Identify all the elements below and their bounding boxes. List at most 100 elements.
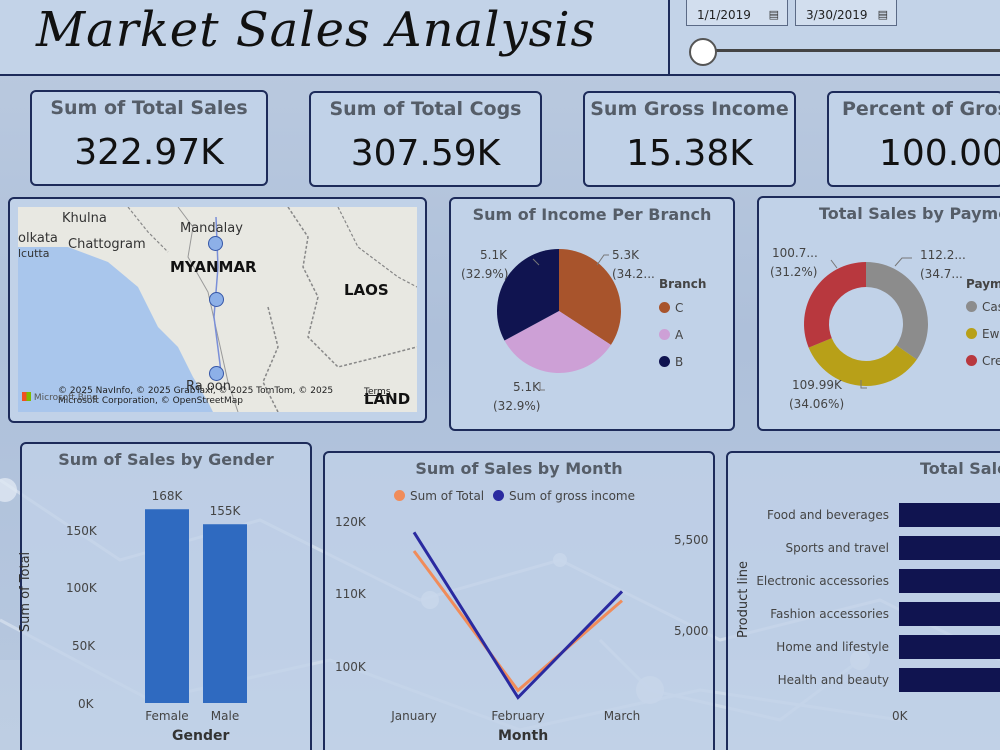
y-tick-right: 5,000 [674,624,709,638]
bing-logo: Microsoft Bing [22,392,98,403]
map-terms-link[interactable]: Terms [364,387,391,397]
chart-title: Total Sales [920,459,1000,478]
slice-value-label: 5.3K [612,248,639,262]
calendar-icon[interactable]: ▤ [768,8,779,21]
bar-health-and-beauty[interactable] [899,668,1000,692]
bar-fashion-accessories[interactable] [899,602,1000,626]
y-tick: Sports and travel [786,541,889,555]
legend-swatch [659,302,670,313]
income-branch-pie[interactable] [449,197,735,431]
bar-male[interactable] [203,524,247,703]
payment-slice-cas[interactable] [866,262,928,360]
gender-bars[interactable]: 168K Female 155K Male [100,450,300,745]
slice-value-label: 100.7... [772,246,818,260]
x-tick: January [390,709,437,723]
y-tick: Health and beauty [778,673,889,687]
y-tick-right: 5,500 [674,533,709,547]
series-line-gross-income[interactable] [412,531,624,700]
start-date-input[interactable]: 1/1/2019 ▤ [686,0,788,26]
map-terrain [18,207,417,412]
map-city-label: lcutta [18,247,50,260]
bar-food-and-beverages[interactable] [899,503,1000,527]
legend-label: Cre [982,354,1000,368]
bar-female[interactable] [145,509,189,703]
x-tick: February [491,709,544,723]
y-tick: 0K [78,697,94,711]
y-tick: 150K [66,524,97,538]
x-tick: Male [211,709,239,723]
kpi-value: 307.59K [350,133,501,174]
payment-donut[interactable] [757,196,1000,431]
y-tick: Fashion accessories [770,607,889,621]
payment-slice-cre[interactable] [804,262,866,348]
map-data-point[interactable] [209,366,224,381]
payment-slice-ewa[interactable] [808,338,917,386]
legend-label: Sum of gross income [509,489,636,503]
map-data-point[interactable] [208,236,223,251]
slice-value-label: 5.1K [480,248,507,262]
payment-card: Total Sales by Payment [757,196,1000,431]
bar-electronic-accessories[interactable] [899,569,1000,593]
map-country-label: LAND [364,390,411,408]
map-city-label: olkata [18,231,58,246]
bar-data-label: 168K [152,489,184,503]
kpi-label: Percent of Gross I [842,98,1000,120]
y-tick: Home and lifestyle [776,640,889,654]
legend-swatch [659,356,670,367]
branch-slice-c[interactable] [559,249,621,345]
series-line-total[interactable] [412,550,623,693]
x-axis-label: Month [498,728,549,744]
y-tick: Food and beverages [767,508,889,522]
kpi-total-cogs-card: Sum of Total Cogs 307.59K [309,91,542,187]
productline-chart-card: Total Sales [726,451,1000,750]
map-city-label: Khulna [62,211,107,226]
x-tick: March [604,709,641,723]
legend-swatch [394,490,405,501]
slice-pct-label: (34.7... [920,267,963,281]
legend-item-cash[interactable]: Cas [966,300,1000,314]
date-filter-panel: 1/1/2019 ▤ 3/30/2019 ▤ [668,0,1000,76]
end-date-input[interactable]: 3/30/2019 ▤ [795,0,897,26]
productline-bars[interactable]: Food and beverages Sports and travel Elect… [750,495,1000,725]
month-lines[interactable]: January February March [323,451,715,750]
slice-pct-label: (31.2%) [770,265,818,279]
y-tick-left: 100K [335,660,366,674]
y-tick-left: 110K [335,587,366,601]
calendar-icon[interactable]: ▤ [877,8,888,21]
y-tick-left: 120K [335,515,366,529]
branch-slice-b[interactable] [497,249,559,341]
legend-swatch [966,328,977,339]
legend-item-total[interactable]: Sum of Total [394,489,484,503]
legend-item-a[interactable]: A [659,328,683,342]
legend-label: Ewa [982,327,1000,341]
kpi-label: Sum of Total Sales [50,97,248,119]
slice-pct-label: (32.9%) [493,399,541,413]
map-visual[interactable]: Khulna olkata Chattogram lcutta Mandalay… [18,207,417,412]
legend-item-gross-income[interactable]: Sum of gross income [493,489,635,503]
legend-label: B [675,355,684,369]
legend-swatch [659,329,670,340]
branch-slice-a[interactable] [504,311,611,373]
legend-item-c[interactable]: C [659,301,683,315]
legend-item-ewallet[interactable]: Ewa [966,327,1000,341]
legend-item-b[interactable]: B [659,355,683,369]
legend-label: C [675,301,684,315]
legend-item-credit[interactable]: Cre [966,354,1000,368]
date-slider-track[interactable] [704,49,1000,52]
map-provider: Microsoft Bing [33,393,98,403]
date-slider-handle[interactable] [689,38,717,66]
slice-pct-label: (32.9%) [461,267,509,281]
legend-label: A [675,328,684,342]
kpi-value: 100.00% [879,133,1000,174]
bar-sports-and-travel[interactable] [899,536,1000,560]
bar-home-and-lifestyle[interactable] [899,635,1000,659]
map-city-label: Chattogram [68,237,146,252]
end-date-value: 3/30/2019 [806,8,868,22]
map-city-label: Ra oon [186,379,231,394]
y-axis-label: Product line [736,561,751,638]
legend-swatch [966,355,977,366]
legend-swatch [493,490,504,501]
slice-pct-label: (34.2... [612,267,655,281]
slice-value-label: 112.2... [920,248,966,262]
map-data-point[interactable] [209,292,224,307]
